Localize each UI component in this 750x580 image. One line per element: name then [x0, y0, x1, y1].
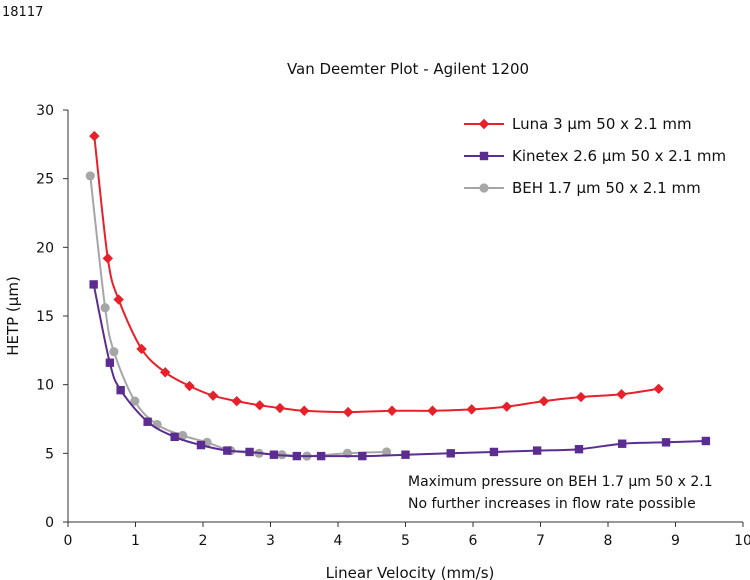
data-point-0: [231, 395, 242, 407]
x-tick-label: 10: [734, 533, 750, 549]
annotation-line-1: Maximum pressure on BEH 1.7 µm 50 x 2.1: [408, 474, 713, 490]
y-axis-label: HETP (µm): [4, 276, 22, 356]
annotation-line-2: No further increases in flow rate possib…: [408, 496, 696, 512]
series-line-1: [92, 284, 706, 458]
plot-area: [85, 130, 711, 461]
series-2: [85, 171, 392, 461]
x-tick-label: 1: [131, 533, 140, 549]
data-point-0: [184, 380, 195, 392]
data-point-2: [178, 430, 188, 441]
data-point-0: [160, 367, 171, 378]
data-point-0: [342, 406, 354, 418]
data-point-0: [466, 404, 477, 415]
x-tick-label: 5: [401, 533, 410, 549]
data-point-0: [207, 390, 219, 401]
data-point-0: [386, 405, 398, 416]
y-tick-label: 15: [36, 309, 54, 325]
data-point-0: [274, 402, 286, 414]
data-point-1: [105, 358, 115, 367]
data-point-1: [617, 439, 627, 448]
data-point-0: [575, 391, 587, 403]
y-tick-label: 5: [45, 446, 54, 462]
legend-label-2: BEH 1.7 µm 50 x 2.1 mm: [512, 179, 701, 197]
data-point-0: [113, 294, 124, 305]
data-point-0: [616, 389, 627, 400]
series-0: [89, 130, 664, 418]
data-point-1: [170, 432, 179, 442]
legend-marker-2: [479, 183, 489, 193]
data-point-1: [116, 385, 125, 395]
data-point-1: [316, 451, 326, 461]
legend-label-0: Luna 3 µm 50 x 2.1 mm: [512, 115, 692, 133]
x-axis-label: Linear Velocity (mm/s): [326, 564, 495, 580]
data-point-0: [653, 383, 664, 394]
legend-label-1: Kinetex 2.6 µm 50 x 2.1 mm: [512, 147, 726, 165]
x-tick-label: 4: [334, 533, 343, 549]
y-tick-label: 0: [45, 515, 54, 531]
x-tick-label: 8: [604, 533, 613, 549]
y-tick-label: 20: [36, 240, 54, 256]
data-point-2: [109, 347, 119, 357]
data-point-0: [427, 405, 438, 416]
legend-marker-1: [479, 151, 489, 161]
data-point-2: [100, 303, 110, 313]
data-point-1: [143, 417, 152, 426]
data-point-1: [269, 450, 279, 459]
legend-marker-0: [478, 118, 490, 130]
data-point-1: [223, 446, 232, 455]
x-tick-label: 0: [64, 533, 73, 549]
data-point-2: [130, 396, 140, 406]
series-line-0: [93, 135, 659, 414]
legend: Luna 3 µm 50 x 2.1 mm Kinetex 2.6 µm 50 x…: [464, 115, 726, 197]
data-point-0: [136, 343, 147, 355]
data-point-0: [538, 395, 550, 407]
y-tick-label: 10: [36, 378, 54, 394]
data-point-1: [292, 451, 302, 461]
data-point-1: [701, 436, 711, 446]
data-point-1: [489, 447, 499, 457]
data-point-2: [382, 447, 392, 457]
data-point-0: [299, 405, 310, 416]
series-line-2: [89, 175, 387, 458]
data-point-2: [85, 171, 95, 181]
data-point-1: [245, 447, 254, 457]
x-tick-label: 3: [266, 533, 275, 549]
data-point-1: [196, 440, 206, 450]
axes: 0 1 2 3 4 5 6 7 8 9 10 0 5 10 15 20 25 30: [36, 103, 750, 549]
data-point-1: [358, 451, 367, 461]
x-tick-label: 2: [199, 533, 208, 549]
y-tick-label: 30: [36, 103, 54, 119]
data-point-0: [102, 253, 114, 264]
series-1: [89, 280, 711, 461]
data-point-0: [501, 401, 512, 412]
x-tick-label: 6: [469, 533, 478, 549]
x-tick-label: 7: [536, 533, 545, 549]
data-point-0: [254, 400, 265, 411]
data-point-0: [89, 130, 100, 142]
x-tick-label: 9: [671, 533, 680, 549]
data-point-1: [532, 446, 542, 455]
figure-id: 18117: [2, 5, 43, 20]
y-tick-label: 25: [36, 172, 54, 188]
data-point-1: [661, 438, 671, 447]
data-point-1: [89, 280, 98, 289]
chart-title: Van Deemter Plot - Agilent 1200: [287, 60, 529, 78]
data-point-1: [574, 445, 584, 454]
data-point-1: [446, 449, 455, 458]
data-point-1: [401, 450, 410, 459]
